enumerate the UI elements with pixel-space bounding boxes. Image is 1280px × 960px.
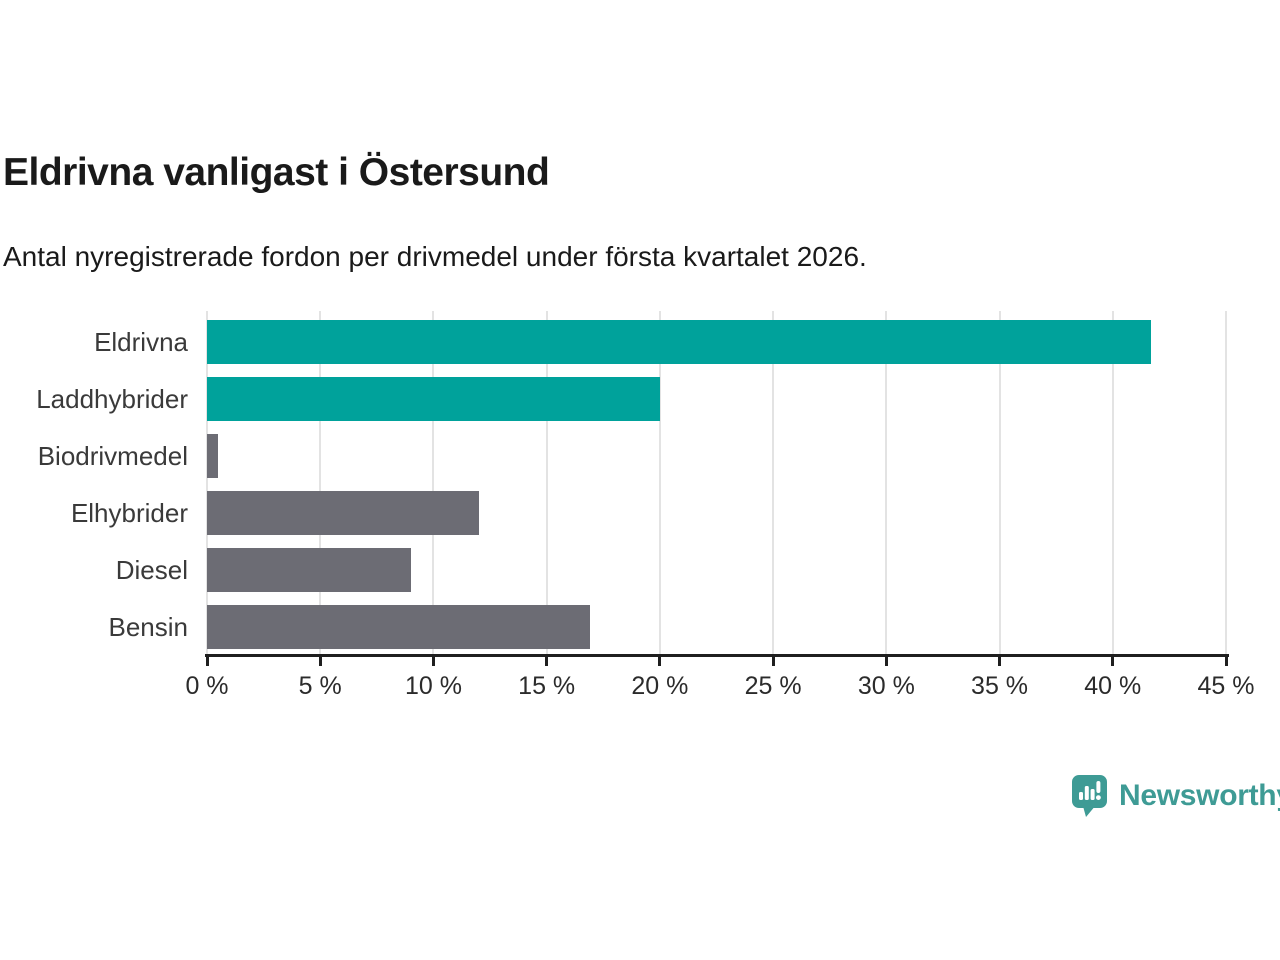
category-label-elhybrider: Elhybrider bbox=[70, 498, 188, 529]
x-tick-label-0: 0 % bbox=[185, 672, 229, 700]
bar-laddhybrider bbox=[207, 376, 660, 421]
x-tick-20 bbox=[658, 657, 662, 666]
gridline-10 bbox=[432, 311, 435, 654]
category-label-bensin: Bensin bbox=[108, 612, 189, 643]
category-label-laddhybrider: Laddhybrider bbox=[36, 383, 188, 414]
bar-biodrivmedel bbox=[207, 433, 219, 478]
x-tick-35 bbox=[998, 657, 1002, 666]
x-tick-10 bbox=[431, 657, 435, 666]
x-tick-label-40: 40 % bbox=[1084, 672, 1142, 700]
x-tick-label-5: 5 % bbox=[298, 672, 342, 700]
x-axis-line bbox=[205, 654, 1229, 657]
gridline-35 bbox=[998, 311, 1001, 654]
newsworthy-logo: Newsworthy bbox=[1071, 774, 1280, 817]
x-tick-15 bbox=[545, 657, 549, 666]
gridline-0 bbox=[206, 311, 208, 654]
x-tick-label-45: 45 % bbox=[1197, 672, 1255, 700]
gridline-30 bbox=[885, 311, 888, 654]
x-tick-label-25: 25 % bbox=[744, 672, 802, 700]
gridline-25 bbox=[772, 311, 775, 654]
x-tick-30 bbox=[884, 657, 888, 666]
chart-title: Eldrivna vanligast i Östersund bbox=[3, 151, 550, 194]
x-tick-25 bbox=[771, 657, 775, 666]
x-tick-0 bbox=[205, 657, 209, 666]
x-tick-40 bbox=[1111, 657, 1115, 666]
x-tick-label-35: 35 % bbox=[971, 672, 1029, 700]
newsworthy-logo-text: Newsworthy bbox=[1119, 778, 1280, 812]
gridline-5 bbox=[319, 311, 322, 654]
x-tick-5 bbox=[318, 657, 322, 666]
bar-diesel bbox=[207, 548, 411, 593]
x-tick-45 bbox=[1224, 657, 1228, 666]
chart-subtitle: Antal nyregistrerade fordon per drivmede… bbox=[3, 241, 867, 272]
bar-bensin bbox=[207, 605, 590, 650]
gridline-45 bbox=[1225, 311, 1227, 654]
category-label-diesel: Diesel bbox=[115, 555, 188, 586]
gridline-20 bbox=[658, 311, 661, 654]
category-label-biodrivmedel: Biodrivmedel bbox=[37, 440, 188, 471]
x-tick-label-15: 15 % bbox=[518, 672, 576, 700]
newsworthy-logo-icon bbox=[1071, 774, 1108, 817]
category-label-eldrivna: Eldrivna bbox=[94, 326, 188, 357]
bar-eldrivna bbox=[207, 319, 1152, 364]
gridline-15 bbox=[545, 311, 548, 654]
bar-elhybrider bbox=[207, 491, 479, 536]
x-tick-label-30: 30 % bbox=[857, 672, 915, 700]
x-tick-label-20: 20 % bbox=[631, 672, 689, 700]
x-tick-label-10: 10 % bbox=[404, 672, 462, 700]
gridline-40 bbox=[1111, 311, 1114, 654]
